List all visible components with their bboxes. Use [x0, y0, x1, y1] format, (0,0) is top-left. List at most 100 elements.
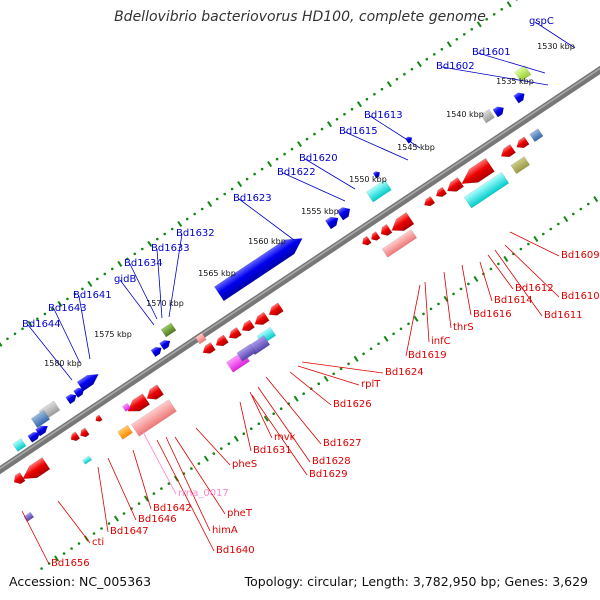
gene-label-forward[interactable]: Bd1602	[436, 61, 475, 72]
gene-label-forward[interactable]: Bd1633	[151, 243, 190, 254]
gene-label-forward[interactable]: Bd1644	[22, 319, 61, 330]
position-tick-label: 1530 kbp	[537, 42, 575, 51]
gene-label-forward[interactable]: Bd1643	[48, 303, 87, 314]
ring-tick-dot	[317, 382, 320, 385]
ring-tick-dot	[351, 108, 354, 111]
gene-label-forward[interactable]: Bd1613	[364, 110, 403, 121]
feature-shape	[11, 472, 25, 486]
gene-label-reverse[interactable]: Bd1631	[253, 445, 292, 456]
ring-tick-dot	[291, 148, 294, 151]
ring-tick-dot	[485, 18, 488, 21]
gene-label-reverse[interactable]: infC	[431, 336, 451, 347]
genome-backbone	[0, 64, 600, 475]
ring-tick-major	[208, 202, 211, 207]
feature-shape	[201, 342, 216, 356]
gene-label-reverse[interactable]: Bd1614	[494, 295, 533, 306]
ring-tick-dot	[370, 348, 373, 351]
ring-tick-dot	[520, 248, 523, 251]
ring-tick-dot	[463, 33, 466, 36]
ring-tick-dot	[253, 173, 256, 176]
gene-label-reverse[interactable]: Bd1646	[138, 514, 177, 525]
gene-label-forward[interactable]: Bd1622	[277, 167, 316, 178]
gene-label-reverse[interactable]: pheT	[227, 508, 253, 519]
gene-label-reverse[interactable]: Bd1624	[385, 367, 424, 378]
gene-label-forward[interactable]: Bd1620	[299, 153, 338, 164]
ring-tick-dot	[542, 233, 545, 236]
feature-shape	[511, 157, 530, 174]
reverse-gene-arrow	[94, 415, 102, 423]
gene-label-reverse[interactable]: thrS	[453, 322, 474, 333]
ring-tick-dot	[347, 363, 350, 366]
gene-label-reverse[interactable]: pheS	[232, 459, 257, 470]
feature-shape	[13, 438, 26, 451]
feature-shape	[514, 90, 527, 103]
ring-tick-dot	[14, 333, 17, 336]
gene-label-reverse[interactable]: Bd1647	[110, 526, 149, 537]
position-tick-label: 1565 kbp	[198, 269, 236, 278]
gene-label-reverse[interactable]: himA	[212, 525, 238, 536]
gene-label-forward[interactable]: Bd1634	[124, 258, 163, 269]
gene-label-forward[interactable]: Bd1641	[73, 290, 112, 301]
ring-tick-dot	[108, 522, 111, 525]
ring-tick-dot	[471, 28, 474, 31]
gene-label-reverse[interactable]: Bd1656	[51, 558, 90, 569]
feature-shape	[369, 231, 380, 242]
gene-label-reverse[interactable]: Bd1642	[153, 503, 192, 514]
label-leader-line	[58, 501, 90, 543]
gene-label-reverse[interactable]: cti	[92, 537, 104, 548]
reverse-gene-arrow	[422, 196, 435, 208]
label-leader-line	[133, 450, 151, 509]
label-leader-line	[488, 255, 513, 289]
gene-label-reverse[interactable]: rrna_0017	[178, 488, 229, 499]
gene-label-reverse[interactable]: Bd1610	[561, 291, 600, 302]
ring-tick-major	[238, 182, 241, 187]
ring-tick-dot	[392, 333, 395, 336]
ring-tick-dot	[467, 283, 470, 286]
gene-label-forward[interactable]: Bd1601	[472, 47, 511, 58]
gene-label-reverse[interactable]: Bd1628	[312, 456, 351, 467]
ring-tick-major	[205, 456, 208, 461]
ring-tick-dot	[104, 273, 107, 276]
ring-tick-dot	[493, 13, 496, 16]
position-tick-label: 1580 kbp	[44, 359, 82, 368]
gene-label-reverse[interactable]: Bd1619	[408, 350, 447, 361]
ring-tick-major	[88, 281, 91, 286]
gene-label-reverse[interactable]: Bd1640	[216, 545, 255, 556]
ring-tick-dot	[572, 213, 575, 216]
gene-label-reverse[interactable]: mvk	[274, 432, 296, 443]
gene-label-reverse[interactable]: Bd1627	[323, 438, 362, 449]
ring-tick-dot	[306, 138, 309, 141]
gene-label-forward[interactable]: gspC	[529, 16, 554, 27]
ring-tick-major	[115, 516, 118, 521]
gene-label-forward[interactable]: Bd1615	[339, 126, 378, 137]
gene-label-forward[interactable]: Bd1632	[176, 228, 215, 239]
ring-tick-dot	[426, 58, 429, 61]
gene-label-reverse[interactable]: Bd1626	[333, 399, 372, 410]
gene-label-forward[interactable]: Bd1623	[233, 193, 272, 204]
label-leader-line	[239, 199, 294, 240]
ring-tick-major	[448, 42, 451, 47]
ring-tick-dot	[6, 338, 9, 341]
gene-label-reverse[interactable]: Bd1612	[515, 283, 554, 294]
feature-box	[530, 129, 543, 142]
gene-label-reverse[interactable]: Bd1611	[544, 310, 583, 321]
gene-label-reverse[interactable]: Bd1609	[561, 250, 600, 261]
feature-shape	[69, 432, 80, 443]
gene-label-reverse[interactable]: Bd1629	[309, 469, 348, 480]
reverse-gene-arrow	[69, 432, 80, 443]
ring-tick-dot	[280, 407, 283, 410]
ring-tick-dot	[96, 278, 99, 281]
ring-tick-dot	[332, 373, 335, 376]
ring-tick-dot	[456, 38, 459, 41]
label-leader-line	[98, 467, 108, 532]
forward-gene-arrow	[77, 370, 101, 391]
reverse-gene-arrow	[201, 342, 216, 356]
gene-label-forward[interactable]: gidB	[114, 274, 136, 285]
ring-tick-major	[358, 102, 361, 107]
feature-shape	[118, 425, 133, 439]
gene-label-reverse[interactable]: Bd1616	[473, 309, 512, 320]
feature-shape	[77, 370, 101, 391]
gene-label-reverse[interactable]: rplT	[361, 379, 381, 390]
feature-shape	[325, 214, 341, 229]
ring-tick-major	[118, 261, 121, 266]
